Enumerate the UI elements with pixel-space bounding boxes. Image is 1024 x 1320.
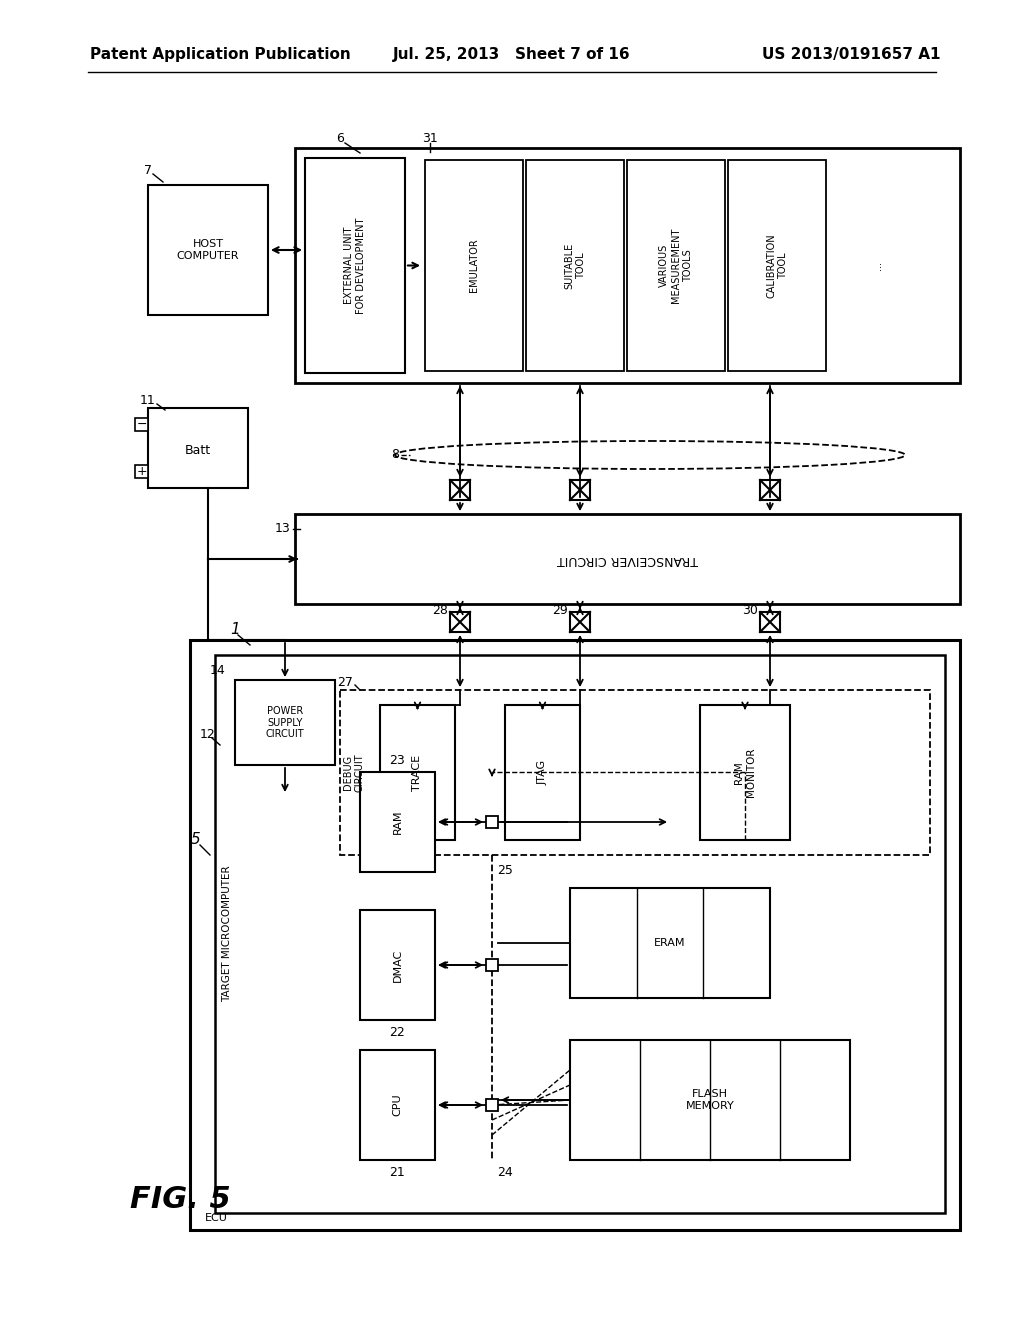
Text: 22: 22	[389, 1026, 406, 1039]
Text: HOST
COMPUTER: HOST COMPUTER	[177, 239, 240, 261]
Bar	[360, 772, 435, 873]
Text: DMAC: DMAC	[392, 948, 402, 982]
Text: 30: 30	[742, 603, 758, 616]
Bar	[305, 158, 406, 374]
Text: TRACE: TRACE	[413, 755, 423, 791]
Text: VARIOUS
MEASUREMENT
TOOLS: VARIOUS MEASUREMENT TOOLS	[659, 228, 692, 304]
Bar	[570, 1040, 850, 1160]
Bar	[526, 160, 624, 371]
Bar	[190, 640, 961, 1230]
Text: +: +	[136, 465, 146, 478]
Bar	[760, 480, 780, 500]
Bar	[700, 705, 790, 840]
Bar	[135, 418, 148, 432]
Text: 1: 1	[230, 623, 240, 638]
Text: 12: 12	[200, 729, 216, 742]
Bar	[425, 160, 523, 371]
Text: FIG. 5: FIG. 5	[130, 1185, 230, 1214]
Text: DEBUG
CIRCUIT: DEBUG CIRCUIT	[343, 754, 365, 792]
Text: ECU: ECU	[205, 1213, 228, 1224]
Bar	[148, 408, 248, 488]
Bar	[728, 160, 826, 371]
Text: TRANSCEIVER CIRCUIT: TRANSCEIVER CIRCUIT	[557, 553, 698, 565]
Text: US 2013/0191657 A1: US 2013/0191657 A1	[762, 48, 940, 62]
Text: −: −	[136, 418, 146, 432]
Text: JTAG: JTAG	[538, 760, 548, 785]
Bar	[380, 705, 455, 840]
Text: 24: 24	[497, 1166, 513, 1179]
Text: 8: 8	[391, 449, 399, 462]
Bar	[570, 612, 590, 632]
Text: 11: 11	[140, 393, 156, 407]
Text: EXTERNAL UNIT
FOR DEVELOPMENT: EXTERNAL UNIT FOR DEVELOPMENT	[344, 218, 366, 314]
Text: 7: 7	[144, 164, 152, 177]
Text: 27: 27	[337, 676, 353, 689]
Bar	[570, 480, 590, 500]
Text: 29: 29	[552, 603, 568, 616]
Text: 5: 5	[191, 833, 201, 847]
Bar	[215, 655, 945, 1213]
Text: TARGET MICROCOMPUTER: TARGET MICROCOMPUTER	[222, 866, 232, 1002]
Text: 14: 14	[209, 664, 225, 676]
Text: RAM
MONITOR: RAM MONITOR	[734, 747, 756, 797]
Bar	[360, 1049, 435, 1160]
Bar	[486, 816, 498, 828]
Bar	[486, 960, 498, 972]
Text: FLASH
MEMORY: FLASH MEMORY	[686, 1089, 734, 1111]
Bar	[760, 612, 780, 632]
Bar	[450, 480, 470, 500]
Text: 31: 31	[422, 132, 438, 144]
Bar	[360, 909, 435, 1020]
Bar	[486, 1100, 498, 1111]
Text: 6: 6	[336, 132, 344, 144]
Text: 25: 25	[497, 863, 513, 876]
Text: RAM: RAM	[392, 809, 402, 834]
Text: ERAM: ERAM	[654, 939, 686, 948]
Text: Batt: Batt	[185, 445, 211, 458]
Text: SUITABLE
TOOL: SUITABLE TOOL	[564, 243, 586, 289]
Bar	[505, 705, 580, 840]
Text: Patent Application Publication: Patent Application Publication	[90, 48, 351, 62]
Bar	[135, 465, 148, 478]
Text: 13: 13	[274, 523, 290, 536]
Text: POWER
SUPPLY
CIRCUIT: POWER SUPPLY CIRCUIT	[265, 706, 304, 739]
Bar	[627, 160, 725, 371]
Text: 21: 21	[389, 1166, 406, 1179]
Text: 23: 23	[389, 754, 406, 767]
Text: ...: ...	[873, 261, 883, 271]
Text: CALIBRATION
TOOL: CALIBRATION TOOL	[766, 234, 787, 298]
Bar	[450, 612, 470, 632]
Bar	[295, 513, 961, 605]
Bar	[295, 148, 961, 383]
Text: 28: 28	[432, 603, 447, 616]
Bar	[148, 185, 268, 315]
Text: EMULATOR: EMULATOR	[469, 239, 479, 292]
Bar	[570, 888, 770, 998]
Bar	[340, 690, 930, 855]
Text: CPU: CPU	[392, 1094, 402, 1117]
Bar	[234, 680, 335, 766]
Text: Jul. 25, 2013   Sheet 7 of 16: Jul. 25, 2013 Sheet 7 of 16	[393, 48, 631, 62]
